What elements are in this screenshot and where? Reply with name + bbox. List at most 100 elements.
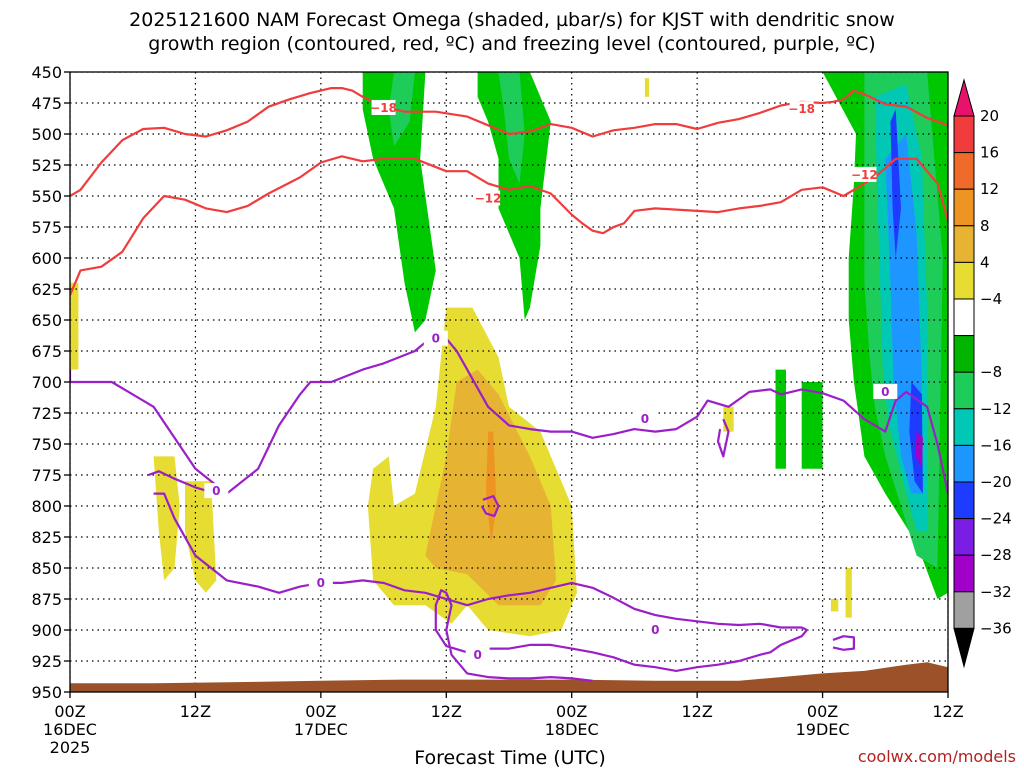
- x-tick-label-5: 12Z: [681, 702, 712, 721]
- x-tick-date-2: 17DEC: [294, 720, 348, 739]
- contour-label-2: 0: [432, 332, 440, 346]
- contour-label-bg-0: [371, 99, 396, 115]
- y-tick-label-20: 950: [31, 683, 62, 702]
- omega-region-9: [909, 382, 923, 494]
- y-tick-label-4: 550: [31, 187, 62, 206]
- contour-label-bg-2: [423, 330, 448, 346]
- extra-label-3: 0: [641, 412, 649, 426]
- extra-label-4: 0: [651, 623, 659, 637]
- contour-label-bg-3: [308, 574, 333, 590]
- colorbar-bottom-arrow: [953, 627, 975, 669]
- contour-label-1: −12: [475, 191, 502, 205]
- y-tick-label-6: 600: [31, 249, 62, 268]
- colorbar-segment-6: [953, 298, 975, 337]
- extra-label-1: −12: [851, 168, 878, 182]
- extra-label-0: −18: [788, 102, 815, 116]
- omega-region-2: [388, 72, 415, 147]
- colorbar-label-7: −12: [980, 400, 1012, 418]
- colorbar-segment-7: [953, 335, 975, 373]
- x-tick-date-0: 16DEC: [43, 720, 97, 739]
- colorbar-segment-11: [953, 481, 975, 520]
- x-tick-label-7: 12Z: [932, 702, 963, 721]
- colorbar-segment-12: [953, 518, 975, 556]
- y-tick-label-8: 650: [31, 311, 62, 330]
- y-tick-label-14: 800: [31, 497, 62, 516]
- colorbar-label-6: −8: [980, 363, 1002, 381]
- omega-region-8: [890, 109, 901, 258]
- plot-area: −18 −12 0 0 −18 −12 0 0 0 0 0 450 475 500 525 550 575 600…: [31, 63, 963, 757]
- colorbar-segment-14: [953, 591, 975, 629]
- x-tick-label-0: 00Z: [54, 702, 85, 721]
- colorbar-label-8: −16: [980, 436, 1012, 454]
- colorbar-segment-3: [953, 188, 975, 227]
- colorbar-label-5: −4: [980, 290, 1002, 308]
- colorbar-segment-13: [953, 554, 975, 593]
- omega-region-22: [830, 599, 839, 612]
- x-axis-label: Forecast Time (UTC): [414, 747, 605, 768]
- y-tick-label-12: 750: [31, 435, 62, 454]
- plot-inner: −18 −12 0 0 −18 −12 0 0 0 0 0: [70, 72, 948, 692]
- y-tick-label-7: 625: [31, 280, 62, 299]
- omega-region-10: [915, 431, 923, 469]
- x-tick-label-2: 00Z: [305, 702, 336, 721]
- omega-region-21: [845, 568, 852, 618]
- colorbar-label-10: −24: [980, 510, 1012, 528]
- contour-6: [832, 635, 856, 651]
- terrain-fill: [70, 662, 948, 692]
- contour-4: [480, 495, 500, 518]
- extra-label-bg-0: [789, 101, 814, 117]
- y-tick-label-19: 925: [31, 652, 62, 671]
- colorbar-segment-1: [953, 115, 975, 154]
- omega-region-11: [775, 369, 786, 469]
- colorbar-label-11: −28: [980, 546, 1012, 564]
- extra-label-bg-5: [873, 383, 898, 399]
- y-tick-label-5: 575: [31, 218, 62, 237]
- extra-label-bg-6: [465, 646, 490, 662]
- colorbar-label-1: 16: [980, 144, 999, 162]
- colorbar-segment-2: [953, 152, 975, 190]
- x-tick-label-6: 00Z: [807, 702, 838, 721]
- extra-label-5: 0: [881, 385, 889, 399]
- colorbar-segment-4: [953, 225, 975, 263]
- chart-title-line-1: 2025121600 NAM Forecast Omega (shaded, µ…: [129, 9, 895, 31]
- y-tick-label-13: 775: [31, 466, 62, 485]
- x-tick-label-3: 12Z: [431, 702, 462, 721]
- colorbar-label-2: 12: [980, 180, 999, 198]
- y-tick-label-2: 500: [31, 125, 62, 144]
- y-tick-label-16: 850: [31, 559, 62, 578]
- y-tick-label-9: 675: [31, 342, 62, 361]
- colorbar-label-0: 20: [980, 107, 999, 125]
- y-tick-label-11: 725: [31, 404, 62, 423]
- y-tick-label-1: 475: [31, 94, 62, 113]
- contour-0: [70, 86, 948, 197]
- contour-label-bg-1: [476, 190, 501, 206]
- extra-label-bg-4: [643, 622, 668, 637]
- extra-label-2: 0: [212, 484, 220, 498]
- omega-region-12: [801, 382, 823, 469]
- omega-region-0: [362, 72, 436, 333]
- omega-region-18: [70, 282, 79, 370]
- omega-region-20: [723, 406, 734, 432]
- contour-7: [716, 418, 730, 458]
- x-tick-date-6: 19DEC: [796, 720, 850, 739]
- omega-region-19: [644, 78, 650, 97]
- y-tick-label-15: 825: [31, 528, 62, 547]
- chart-title-line-2: growth region (contoured, red, ºC) and f…: [148, 33, 875, 55]
- omega-region-16: [153, 456, 180, 581]
- y-tick-label-3: 525: [31, 156, 62, 175]
- x-tick-date-4: 18DEC: [545, 720, 599, 739]
- extra-label-bg-3: [632, 411, 657, 427]
- contour-2: [70, 337, 948, 506]
- colorbar-label-13: −36: [980, 619, 1012, 637]
- contour-label-0: −18: [370, 101, 397, 115]
- x-tick-label-1: 12Z: [180, 702, 211, 721]
- y-tick-label-10: 700: [31, 373, 62, 392]
- contour-3: [153, 492, 809, 682]
- colorbar-label-4: 4: [980, 253, 990, 271]
- y-tick-label-0: 450: [31, 63, 62, 82]
- x-tick-year-0: 2025: [50, 738, 91, 757]
- colorbar-top-arrow: [953, 78, 975, 117]
- omega-region-3: [498, 72, 525, 184]
- contour-1: [70, 155, 948, 296]
